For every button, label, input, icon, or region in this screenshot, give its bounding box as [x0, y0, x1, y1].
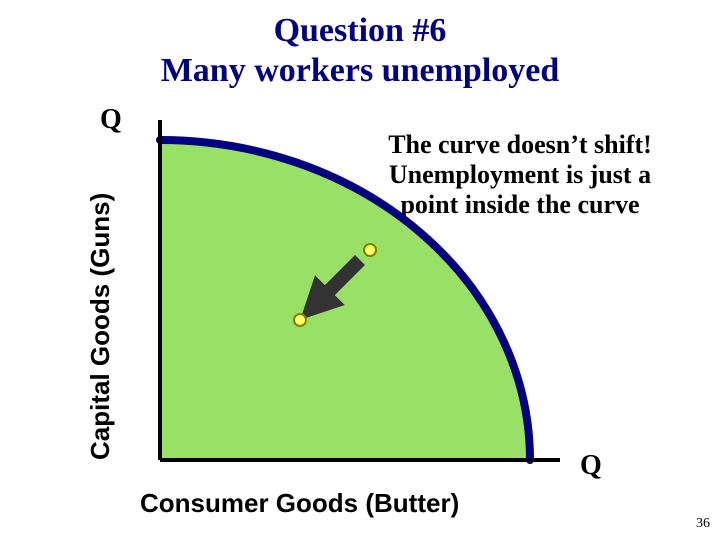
slide-title-line1: Question #6 [0, 12, 720, 50]
x-q-text: Q [580, 450, 602, 481]
ppf-chart [120, 110, 560, 480]
page-number: 36 [696, 516, 710, 532]
title-text-2: Many workers unemployed [161, 52, 560, 89]
interior-point-1 [364, 244, 376, 256]
interior-point-2 [294, 314, 306, 326]
page-number-text: 36 [696, 516, 710, 531]
x-axis-label: Consumer Goods (Butter) [140, 488, 459, 519]
y-axis-q-label: Q [100, 104, 122, 136]
x-axis-label-text: Consumer Goods (Butter) [140, 488, 459, 518]
slide-title-line2: Many workers unemployed [0, 52, 720, 90]
ppf-fill [160, 140, 530, 460]
title-text-1: Question #6 [274, 12, 447, 49]
x-axis-q-label: Q [580, 450, 602, 482]
y-axis-label-text: Capital Goods (Guns) [85, 193, 115, 460]
y-q-text: Q [100, 104, 122, 135]
y-axis-label: Capital Goods (Guns) [85, 193, 116, 460]
